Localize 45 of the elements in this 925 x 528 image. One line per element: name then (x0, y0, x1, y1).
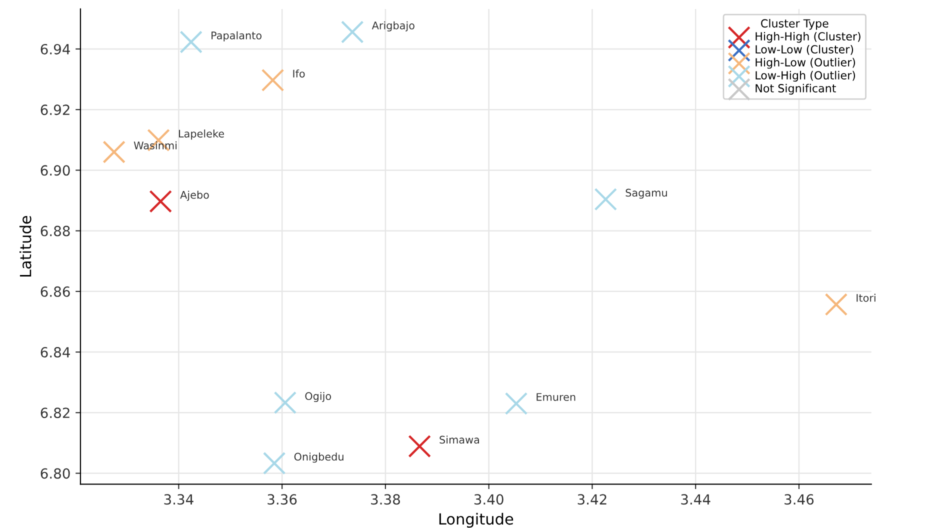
annotation: Arigbajo (372, 21, 414, 32)
y-tick-label: 6.86 (40, 286, 70, 297)
x-axis-title: Longitude (439, 512, 514, 528)
point (408, 434, 431, 458)
point (102, 140, 126, 164)
legend-title: Cluster Type (761, 18, 828, 30)
point (274, 391, 297, 414)
y-tick-label: 6.94 (40, 44, 70, 54)
point (262, 452, 286, 475)
y-tick-label: 6.84 (40, 347, 70, 358)
y-tick-label: 6.92 (40, 104, 70, 116)
x-tick-label: 3.46 (784, 494, 814, 505)
annotation: Itori (856, 294, 876, 302)
x-tick-label: 3.34 (164, 494, 194, 505)
point (149, 190, 172, 213)
annotation: Ifo (293, 70, 305, 78)
y-axis-title: Latitude (19, 216, 32, 277)
annotation: Lapeleke (178, 130, 224, 140)
legend-label: Low-High (Outlier) (756, 70, 856, 82)
y-tick-label: 6.88 (40, 226, 70, 236)
point (261, 68, 284, 92)
annotation: Papalanto (212, 31, 262, 42)
legend-label: Low-Low (Cluster) (756, 44, 854, 55)
point (180, 30, 203, 54)
point (824, 293, 848, 316)
y-tick-label: 6.90 (40, 165, 70, 176)
x-tick-label: 3.42 (578, 494, 606, 505)
x-tick-label: 3.44 (681, 494, 710, 505)
annotation: Ajebo (180, 190, 209, 201)
x-tick-label: 3.36 (268, 494, 297, 505)
point (504, 392, 528, 415)
y-tick-label: 6.82 (40, 408, 70, 418)
x-tick-label: 3.38 (371, 494, 400, 505)
annotation: Simawa (440, 436, 480, 444)
point (594, 188, 618, 211)
legend-label: Not Significant (756, 84, 836, 95)
annotation: Onigbedu (294, 452, 344, 463)
legend-label: High-High (Cluster) (756, 32, 860, 43)
annotation: Sagamu (626, 188, 667, 199)
annotation: Emuren (536, 393, 576, 401)
legend-label: High-Low (Outlier) (756, 58, 856, 69)
x-tick-label: 3.40 (474, 494, 504, 505)
annotation: Ogijo (305, 392, 332, 402)
point (340, 20, 364, 44)
y-tick-label: 6.80 (40, 468, 70, 479)
